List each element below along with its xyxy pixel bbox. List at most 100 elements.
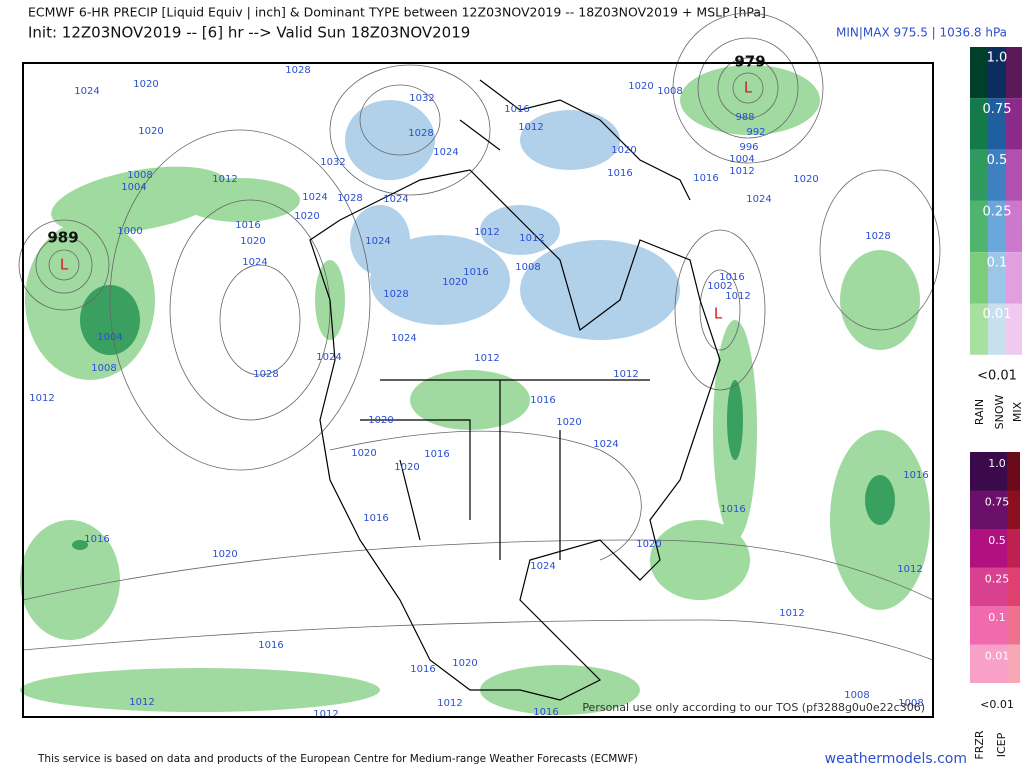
isobar-label: 1016 <box>720 504 745 515</box>
legend-level: 0.5 <box>987 153 1008 168</box>
legend-swatch <box>970 644 1007 683</box>
isobar-label: 1024 <box>316 352 341 363</box>
isobar-label: 1028 <box>383 289 408 300</box>
legend-swatch <box>1007 606 1020 645</box>
legend-swatch <box>970 98 988 150</box>
legend-swatch <box>970 529 1007 568</box>
legend-level: 0.75 <box>983 102 1012 117</box>
isobar-label: 1024 <box>242 257 267 268</box>
min-max: MIN|MAX 975.5 | 1036.8 hPa <box>836 26 1007 40</box>
isobar-label: 988 <box>735 112 754 123</box>
isobar-label: 1020 <box>138 126 163 137</box>
legend-swatch <box>1006 200 1022 253</box>
heavy-rain <box>72 285 895 550</box>
legend-swatch <box>1006 98 1022 150</box>
legend-type: SNOW <box>993 395 1006 430</box>
isobar-label: 1008 <box>844 690 869 701</box>
isobar-label: 1008 <box>898 698 923 709</box>
isobar-label: 1024 <box>74 86 99 97</box>
title: ECMWF 6-HR PRECIP [Liquid Equiv | inch] … <box>28 5 766 20</box>
legend-swatch <box>970 452 1007 491</box>
isobar-label: 1012 <box>897 564 922 575</box>
legend-type: RAIN <box>973 399 986 425</box>
legend-level: 0.25 <box>983 204 1012 219</box>
isobar-label: 1012 <box>613 369 638 380</box>
isobar-label: 1004 <box>121 182 146 193</box>
isobar-label: 1020 <box>368 415 393 426</box>
legend-swatch <box>970 200 988 253</box>
legend-below: <0.01 <box>977 369 1017 384</box>
isobar-label: 1012 <box>474 353 499 364</box>
isobar-label: 1024 <box>433 147 458 158</box>
isobar-label: 1016 <box>533 707 558 718</box>
legend-level: 1.0 <box>988 457 1006 470</box>
watermark: Personal use only according to our TOS (… <box>582 701 925 714</box>
low-pressure: 989 <box>47 229 78 247</box>
isobar-label: 1004 <box>729 154 754 165</box>
legend-swatch <box>1007 452 1020 491</box>
legend-swatch <box>1006 149 1022 201</box>
legend-type: ICEP <box>995 732 1008 757</box>
isobar-label: 1012 <box>29 393 54 404</box>
isobar-label: 1012 <box>518 122 543 133</box>
isobar-label: 1020 <box>452 658 477 669</box>
isobar-label: 1024 <box>391 333 416 344</box>
isobar-label: 1020 <box>133 79 158 90</box>
isobar-label: 1032 <box>320 157 345 168</box>
map: 1024 1020 1028 1020 1032 1028 1016 1012 1020 1008… <box>18 12 941 720</box>
isobar-label: 1016 <box>693 173 718 184</box>
rain-areas <box>20 65 930 715</box>
legend-level: 0.01 <box>983 307 1012 322</box>
isobar-label: 1028 <box>337 193 362 204</box>
legend-swatch <box>1007 490 1020 529</box>
isobar-label: 1024 <box>365 236 390 247</box>
site: weathermodels.com <box>825 751 967 767</box>
isobar-label: 992 <box>746 127 765 138</box>
isobar-label: 1008 <box>515 262 540 273</box>
legend-swatch <box>1007 567 1020 606</box>
credit: This service is based on data and produc… <box>37 753 638 765</box>
isobar-label: 1008 <box>657 86 682 97</box>
legend-swatch <box>1007 644 1020 683</box>
isobar-label: 1020 <box>793 174 818 185</box>
low-symbol: L <box>60 256 69 274</box>
low-pressure: 979 <box>734 53 765 71</box>
isobar-label: 1024 <box>302 192 327 203</box>
legend-swatch <box>970 303 988 355</box>
legend-swatch <box>988 200 1006 253</box>
isobar-label: 1008 <box>91 363 116 374</box>
isobar-label: 1020 <box>636 539 661 550</box>
isobar-label: 1020 <box>240 236 265 247</box>
isobar-label: 1002 <box>707 281 732 292</box>
isobar-label: 1016 <box>903 470 928 481</box>
isobar-label: 1004 <box>97 332 122 343</box>
legend-swatch <box>970 149 988 201</box>
isobar-label: 1012 <box>779 608 804 619</box>
legend-swatch <box>970 252 988 304</box>
legend-level: 0.5 <box>988 534 1006 547</box>
isobar-label: 1024 <box>593 439 618 450</box>
isobar-label: 1012 <box>437 698 462 709</box>
isobar-label: 1020 <box>628 81 653 92</box>
isobar-label: 1016 <box>84 534 109 545</box>
isobar-label: 1028 <box>408 128 433 139</box>
legend-swatch <box>970 606 1007 645</box>
low-symbol: L <box>714 305 723 323</box>
coastlines <box>309 79 721 701</box>
isobar-label: 1016 <box>463 267 488 278</box>
isobar-label: 1016 <box>504 104 529 115</box>
isobar-label: 1012 <box>313 709 338 720</box>
isobar-label: 1024 <box>746 194 771 205</box>
isobar-label: 1012 <box>729 166 754 177</box>
legend-swatch <box>1006 252 1022 304</box>
isobar-label: 1020 <box>556 417 581 428</box>
isobar-label: 996 <box>739 142 758 153</box>
isobar-label: 1000 <box>117 226 142 237</box>
isobar-label: 1016 <box>258 640 283 651</box>
isobar-label: 1008 <box>127 170 152 181</box>
legend-level: 0.1 <box>988 611 1006 624</box>
map-frame <box>22 62 934 718</box>
isobar-label: 1012 <box>725 291 750 302</box>
subtitle: Init: 12Z03NOV2019 -- [6] hr --> Valid S… <box>28 24 470 42</box>
